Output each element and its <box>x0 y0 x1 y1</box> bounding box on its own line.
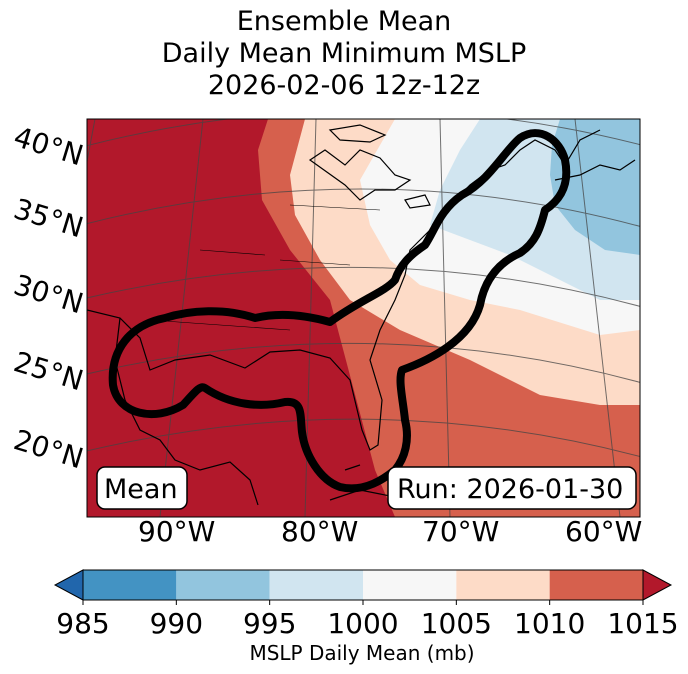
title-line-2: Daily Mean Minimum MSLP <box>161 38 527 69</box>
mexico-coast <box>114 317 259 506</box>
colorbar-extend-under <box>53 569 84 601</box>
mean-box-text: Mean <box>104 474 178 505</box>
title-line-3: 2026-02-06 12z-12z <box>207 70 481 101</box>
meridian-70 <box>439 119 451 517</box>
lon-labels: 90°W 80°W 70°W 60°W <box>138 515 642 548</box>
lat-labels: 40°N 35°N 30°N 25°N 20°N <box>10 120 87 475</box>
colorbar-tick-label-990: 990 <box>150 607 203 640</box>
colorbar-extend-over <box>642 569 673 601</box>
colorbar-tick-label-985: 985 <box>56 607 109 640</box>
colorbar-segment-990-995 <box>176 570 270 600</box>
colorbar: 985 990 995 1000 1005 1010 1015 <box>53 569 679 640</box>
colorbar-tick-label-1015: 1015 <box>607 607 678 640</box>
lat-label-35: 35°N <box>10 192 87 244</box>
parallel-40 <box>87 119 640 147</box>
meridian-90 <box>159 119 204 517</box>
colorbar-segment-995-1000 <box>269 570 363 600</box>
colorbar-tick-label-1000: 1000 <box>327 607 398 640</box>
parallel-30 <box>87 266 640 307</box>
state-lines <box>149 204 381 331</box>
great-lakes <box>308 149 412 201</box>
map-frame <box>86 118 641 518</box>
parallel-25 <box>87 342 640 383</box>
colorbar-label: MSLP Daily Mean (mb) <box>249 641 474 665</box>
lon-label-80: 80°W <box>281 515 358 548</box>
maritimes-coast <box>554 159 636 181</box>
lake-superior <box>328 124 387 143</box>
colorbar-segment-1005-1010 <box>456 570 550 600</box>
meridian-60 <box>574 119 621 517</box>
colorbar-tick-label-1010: 1010 <box>514 607 585 640</box>
florida-keys <box>344 464 361 471</box>
run-box-text: Run: 2026-01-30 <box>397 474 623 505</box>
lon-label-60: 60°W <box>565 515 642 548</box>
parallel-35 <box>87 188 640 227</box>
title-line-1: Ensemble Mean <box>236 6 452 37</box>
colorbar-tick-label-1005: 1005 <box>421 607 492 640</box>
mean-box: Mean <box>96 466 188 510</box>
us-gulf-coast <box>87 129 601 451</box>
region-outline <box>108 129 571 493</box>
run-box: Run: 2026-01-30 <box>387 466 637 510</box>
lat-label-40: 40°N <box>10 120 87 172</box>
lake-ontario <box>404 194 431 209</box>
colorbar-segment-985-990 <box>83 570 177 600</box>
lat-label-20: 20°N <box>10 423 87 475</box>
lon-label-70: 70°W <box>422 515 499 548</box>
colorbar-segment-1010-1015 <box>549 570 643 600</box>
lat-label-30: 30°N <box>10 268 87 320</box>
colorbar-segment-1000-1005 <box>363 570 457 600</box>
lat-label-25: 25°N <box>10 345 87 397</box>
lon-label-90: 90°W <box>138 515 215 548</box>
colorbar-tick-label-995: 995 <box>243 607 296 640</box>
